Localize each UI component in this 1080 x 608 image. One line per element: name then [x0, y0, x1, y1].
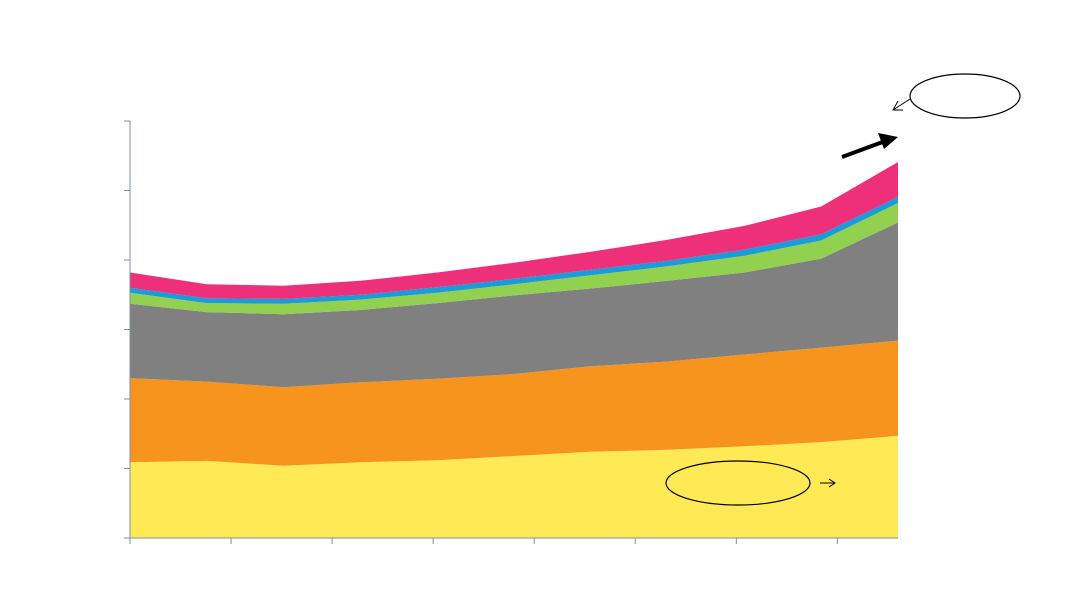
x-ticks [129, 538, 838, 544]
axes [124, 120, 898, 544]
callout-pointer-top [892, 98, 911, 111]
y-ticks [124, 120, 130, 539]
callout-pointer-head-top [892, 100, 903, 111]
area-series-6 [130, 162, 898, 299]
area-series-2 [130, 340, 898, 466]
area-series-4 [130, 203, 898, 315]
trend-arrow [841, 138, 889, 159]
callout-arrow-head-bottom [828, 478, 836, 488]
stacked-areas [130, 162, 898, 538]
area-series-5 [130, 196, 898, 304]
callout-ellipse-top [909, 73, 1021, 119]
area-series-3 [130, 222, 898, 388]
area-series-1 [130, 435, 898, 538]
trend-arrow-head [878, 133, 898, 149]
callout-ellipse-bottom [665, 460, 811, 506]
annotations [665, 73, 1021, 506]
